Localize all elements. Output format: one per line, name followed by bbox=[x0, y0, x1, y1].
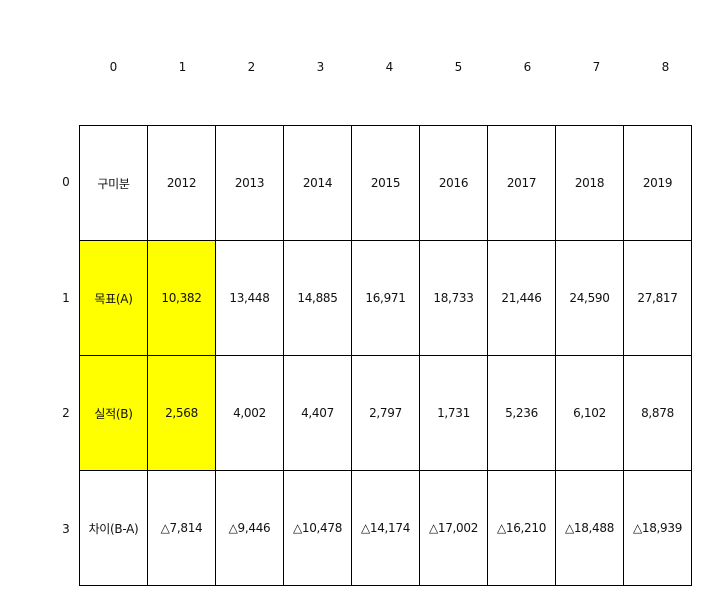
table-cell: 2014 bbox=[283, 125, 352, 241]
table-cell: 2019 bbox=[623, 125, 692, 241]
column-index: 4 bbox=[385, 60, 394, 74]
row-index: 2 bbox=[62, 406, 70, 420]
table-cell: △17,002 bbox=[419, 470, 488, 586]
table-cell: △14,174 bbox=[351, 470, 420, 586]
table-cell: 2013 bbox=[215, 125, 284, 241]
table-row: 차이(B-A) △7,814 △9,446 △10,478 △14,174 △1… bbox=[79, 470, 692, 586]
table-cell: 24,590 bbox=[555, 240, 624, 356]
table-cell: 14,885 bbox=[283, 240, 352, 356]
column-index: 5 bbox=[454, 60, 463, 74]
table-cell: △9,446 bbox=[215, 470, 284, 586]
table-cell: 21,446 bbox=[487, 240, 556, 356]
table-cell: 5,236 bbox=[487, 355, 556, 471]
table-cell: △10,478 bbox=[283, 470, 352, 586]
table-cell: 18,733 bbox=[419, 240, 488, 356]
table-cell: △7,814 bbox=[147, 470, 216, 586]
column-index: 6 bbox=[523, 60, 532, 74]
column-index: 7 bbox=[592, 60, 601, 74]
table-cell: 2,797 bbox=[351, 355, 420, 471]
row-index: 3 bbox=[62, 521, 70, 536]
column-index: 8 bbox=[661, 60, 670, 74]
table-cell: 2015 bbox=[351, 125, 420, 241]
table-cell: △18,939 bbox=[623, 470, 692, 586]
table-cell: 구미분 bbox=[79, 125, 148, 241]
table-cell: 8,878 bbox=[623, 355, 692, 471]
table-cell: △16,210 bbox=[487, 470, 556, 586]
column-index: 1 bbox=[178, 60, 187, 74]
table-cell: 2012 bbox=[147, 125, 216, 241]
table-cell: 6,102 bbox=[555, 355, 624, 471]
table-cell: 13,448 bbox=[215, 240, 284, 356]
column-index-header: 0 1 2 3 4 5 6 7 8 bbox=[79, 58, 700, 76]
column-index: 3 bbox=[316, 60, 325, 74]
highlighted-table-cell: 10,382 bbox=[147, 240, 216, 356]
table-row: 실적(B) 2,568 4,002 4,407 2,797 1,731 5,23… bbox=[79, 355, 692, 471]
highlighted-table-cell: 2,568 bbox=[147, 355, 216, 471]
column-index: 0 bbox=[109, 60, 118, 74]
row-index: 0 bbox=[62, 175, 70, 189]
highlighted-table-cell: 목표(A) bbox=[79, 240, 148, 356]
table-cell: △18,488 bbox=[555, 470, 624, 586]
table-cell: 1,731 bbox=[419, 355, 488, 471]
table-cell: 4,407 bbox=[283, 355, 352, 471]
table-cell: 2017 bbox=[487, 125, 556, 241]
table-cell: 16,971 bbox=[351, 240, 420, 356]
column-index: 2 bbox=[247, 60, 256, 74]
table-row: 구미분 2012 2013 2014 2015 2016 2017 2018 2… bbox=[79, 125, 692, 241]
row-index-header: 0 1 2 3 bbox=[55, 125, 77, 587]
table-cell: 2016 bbox=[419, 125, 488, 241]
table-cell: 2018 bbox=[555, 125, 624, 241]
row-index: 1 bbox=[62, 290, 70, 305]
highlighted-table-cell: 실적(B) bbox=[79, 355, 148, 471]
table-cell: 4,002 bbox=[215, 355, 284, 471]
table-row: 목표(A) 10,382 13,448 14,885 16,971 18,733… bbox=[79, 240, 692, 356]
table-cell: 27,817 bbox=[623, 240, 692, 356]
data-table: 구미분 2012 2013 2014 2015 2016 2017 2018 2… bbox=[79, 125, 692, 586]
table-cell: 차이(B-A) bbox=[79, 470, 148, 586]
